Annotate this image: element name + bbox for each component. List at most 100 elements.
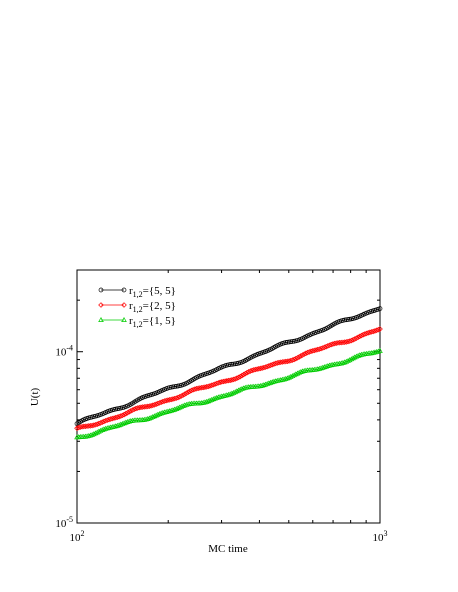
data-point [203,398,210,404]
legend-marker [98,302,104,308]
data-point [242,384,249,390]
data-point [124,409,131,416]
data-point [267,379,274,385]
data-point [266,380,272,386]
y-tick-label: 10-4 [55,344,73,359]
data-point [170,384,176,390]
data-point [200,399,207,405]
data-point [115,406,120,412]
data-point [375,348,382,354]
data-point [373,348,380,354]
data-point [372,349,378,355]
data-point [144,416,151,421]
data-point [217,393,223,399]
data-point [173,383,179,389]
data-point [323,363,329,369]
data-point [294,355,301,361]
data-point [172,384,177,389]
data-point [225,391,232,397]
axis-ticks: 102 103 10-5 10-4 [55,270,388,544]
data-point [290,339,295,344]
legend-marker [98,287,104,293]
data-point [288,339,294,345]
data-point [180,392,186,398]
data-point [170,407,176,413]
data-point [87,432,94,438]
series-2 [74,326,383,432]
data-point [123,410,129,417]
data-point [283,340,289,345]
data-point [158,410,164,416]
data-point [143,416,149,422]
data-point [109,424,116,430]
data-point [375,326,382,333]
legend-marker [98,316,104,322]
data-point [123,419,129,425]
data-point [257,383,264,388]
data-point [114,422,121,428]
data-point [353,353,360,359]
data-point [215,394,222,400]
data-point [293,355,299,362]
data-point [338,360,345,366]
data-point [325,363,331,369]
data-point [271,378,277,384]
data-point [227,362,233,367]
data-point [185,401,191,407]
data-point [277,377,284,383]
x-axis-label: MC time [208,543,248,555]
data-point [319,364,326,370]
data-point [345,317,351,322]
data-point [85,432,92,438]
data-point [121,420,127,426]
data-point [240,371,247,378]
data-point [261,382,267,388]
legend-marker [121,302,127,308]
data-point [336,360,343,366]
data-point [296,354,302,360]
data-point [212,395,218,401]
data-point [328,362,334,368]
data-point [226,362,231,368]
data-point [107,424,114,430]
data-point [272,378,279,384]
data-point [279,376,286,382]
data-point [111,423,117,429]
data-point [229,361,235,367]
data-point [318,365,324,371]
data-point [314,366,321,372]
data-point [340,318,346,323]
data-point [166,408,173,414]
data-point [377,326,383,332]
legend-item: r1,2={5, 5} [98,285,176,299]
data-point [168,384,174,390]
data-point [259,382,265,388]
data-point [269,379,276,385]
data-point [355,352,361,358]
data-point [156,411,163,417]
data-point [155,411,161,417]
data-point [183,401,190,407]
data-point [299,352,306,358]
data-point [171,406,178,412]
data-point [160,409,166,415]
data-point [285,339,290,345]
data-point [239,385,245,391]
data-point [224,392,230,398]
data-point [291,338,297,344]
data-point [185,389,191,396]
data-point [343,317,349,323]
data-point [104,425,111,431]
series-3 [74,347,383,440]
data-point [181,402,188,408]
y-axis-label: U(t) [29,388,41,407]
data-point [282,375,289,381]
data-point [180,403,186,409]
y-tick-label: 10-5 [55,515,73,530]
data-point [237,373,244,380]
legend-marker [121,287,127,293]
data-point [316,365,323,371]
series-1 [74,306,383,427]
legend-item: r1,2={1, 5} [98,315,176,329]
